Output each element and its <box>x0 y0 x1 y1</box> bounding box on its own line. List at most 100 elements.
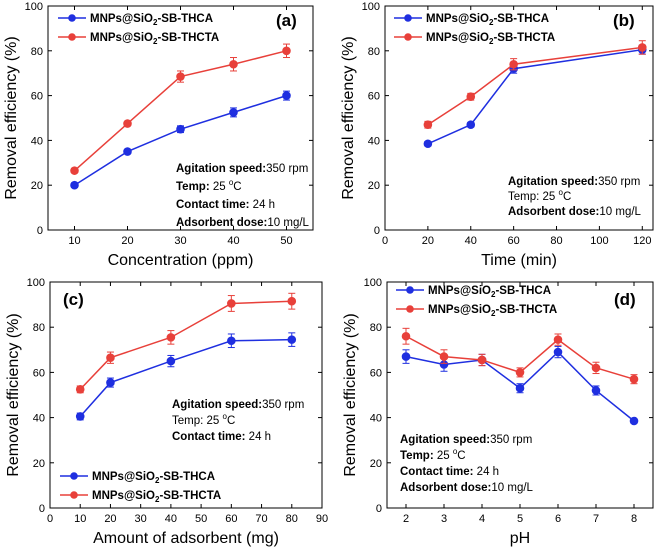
condition-line: Temp: 25 oC <box>508 188 571 203</box>
series-line <box>79 300 292 390</box>
series-thcta <box>401 327 639 385</box>
data-point <box>515 383 525 393</box>
legend-subscript: 2 <box>491 290 496 299</box>
condition-line: Temp: 25 oC <box>400 447 466 462</box>
condition-label: Agitation speed: <box>400 434 490 446</box>
legend-entry: MNPs@SiO2-SB-THCA <box>90 13 213 27</box>
condition-value: 10 mg/L <box>599 206 641 218</box>
y-tick-label: 80 <box>31 46 43 58</box>
data-point <box>176 124 185 134</box>
data-point <box>123 119 132 128</box>
legend-text: MNPs@SiO <box>428 285 491 297</box>
y-tick-label: 100 <box>362 1 380 13</box>
y-axis-label: Removal efficiency (%) <box>5 313 22 476</box>
panel-label: (b) <box>613 11 635 30</box>
data-point <box>75 412 85 421</box>
data-point <box>123 147 132 156</box>
x-tick-label: 80 <box>550 235 562 247</box>
y-tick-label: 80 <box>33 322 45 334</box>
condition-label: Agitation speed: <box>508 176 598 188</box>
panel-label: (d) <box>614 290 636 309</box>
condition-value: 350 rpm <box>490 434 532 446</box>
x-tick-label: 50 <box>195 513 207 525</box>
condition-value: 25 <box>203 415 222 427</box>
data-point <box>423 120 433 130</box>
conditions: Agitation speed:350 rpm Temp: 25 oC Contac… <box>400 434 534 494</box>
data-point <box>629 416 639 426</box>
data-point <box>106 378 115 387</box>
legend-subscript: 2 <box>489 37 494 46</box>
condition-unit: C <box>563 191 571 203</box>
legend-marker <box>68 14 76 22</box>
x-tick-label: 60 <box>508 235 520 247</box>
legend-entry: MNPs@SiO2-SB-THCTA <box>426 32 555 46</box>
x-tick-label: 40 <box>165 513 177 525</box>
condition-line: Contact time: 24 h <box>400 466 499 478</box>
data-point <box>591 386 601 395</box>
condition-label: Agitation speed: <box>176 163 266 175</box>
data-point <box>401 352 411 361</box>
panel-b: 0 20 40 60 80 100 120 0 20 40 60 80 100 Time (min) Rem… <box>340 1 654 269</box>
x-tick-label: 3 <box>441 513 447 525</box>
x-tick-label: 6 <box>555 513 561 525</box>
y-tick-label: 60 <box>31 91 43 103</box>
condition-line: Adsorbent dose:10 mg/L <box>176 217 310 229</box>
condition-line: Agitation speed:350 rpm <box>508 176 640 188</box>
condition-label: Contact time: <box>400 466 473 478</box>
series-thca <box>75 332 297 421</box>
condition-label: Temp: <box>176 181 210 193</box>
x-tick-label: 70 <box>255 513 267 525</box>
condition-label: Agitation speed: <box>172 399 262 411</box>
x-tick-label: 20 <box>104 513 116 525</box>
series-line <box>74 50 287 172</box>
series-thcta <box>75 292 297 394</box>
legend-subscript: 2 <box>153 18 158 27</box>
legend-marker <box>406 286 414 294</box>
series-line <box>427 46 643 126</box>
y-tick-label: 40 <box>31 135 43 147</box>
condition-value: 24 h <box>245 431 271 443</box>
y-tick-label: 40 <box>33 413 45 425</box>
legend-text: -SB-THCTA <box>493 32 555 44</box>
data-point <box>401 331 411 341</box>
legend-subscript: 2 <box>491 309 496 318</box>
data-point <box>229 108 238 117</box>
x-tick-label: 90 <box>316 513 328 525</box>
data-point <box>637 43 647 52</box>
condition-value: 350 rpm <box>262 399 304 411</box>
legend-text: -SB-THCTA <box>157 32 219 44</box>
y-tick-label: 0 <box>376 503 382 515</box>
x-tick-label: 7 <box>593 513 599 525</box>
y-tick-label: 0 <box>37 225 43 237</box>
condition-line: Temp: 25 oC <box>172 412 235 427</box>
condition-label: Adsorbent dose: <box>400 482 491 494</box>
condition-unit: C <box>457 450 465 462</box>
y-tick-label: 0 <box>374 225 380 237</box>
legend-entry: MNPs@SiO2-SB-THCTA <box>90 32 219 46</box>
series-thca <box>401 345 639 426</box>
y-tick-label: 0 <box>39 503 45 515</box>
x-tick-label: 5 <box>517 513 523 525</box>
data-point <box>591 363 601 373</box>
x-tick-label: 30 <box>135 513 147 525</box>
x-tick-label: 30 <box>174 235 186 247</box>
condition-degree: o <box>223 412 228 421</box>
legend-text: -SB-THCA <box>159 471 215 483</box>
panel-c: 0 10 20 30 40 50 60 70 80 90 0 20 40 60 80 100 Amount of… <box>5 277 328 547</box>
panel-a: 10 20 30 40 50 0 20 40 60 80 100 Concentration (ppm… <box>3 1 314 269</box>
y-tick-label: 100 <box>364 277 382 289</box>
data-point <box>466 120 476 130</box>
legend-entry: MNPs@SiO2-SB-THCA <box>428 285 551 299</box>
x-axis-label: Amount of adsorbent (mg) <box>93 530 279 547</box>
x-axis-label: pH <box>510 530 530 547</box>
legend-entry: MNPs@SiO2-SB-THCA <box>426 13 549 27</box>
data-point <box>70 166 79 175</box>
plot-frame <box>49 281 323 509</box>
legend-text: MNPs@SiO <box>428 304 491 316</box>
legend-text: MNPs@SiO <box>426 32 489 44</box>
condition-label: Temp: <box>400 450 434 462</box>
data-point <box>509 59 518 69</box>
